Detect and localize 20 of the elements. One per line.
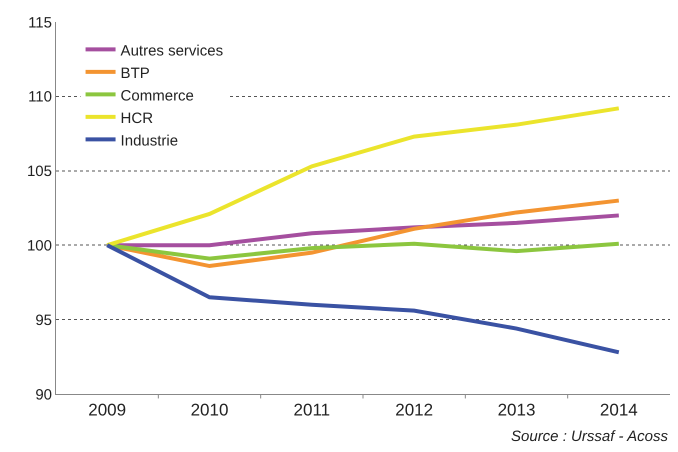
x-tick-label: 2009: [88, 400, 126, 420]
x-tick-label: 2013: [498, 400, 536, 420]
y-tick-label: 90: [35, 386, 52, 404]
x-tick-label: 2014: [600, 400, 638, 420]
x-tick-label: 2012: [395, 400, 434, 420]
legend-label: Commerce: [120, 87, 194, 104]
source-note: Source : Urssaf - Acoss: [511, 428, 668, 445]
y-tick-label: 115: [28, 14, 52, 32]
x-tick-label: 2011: [294, 400, 330, 420]
line-series: [105, 106, 621, 248]
legend-label: HCR: [120, 110, 154, 127]
legend-label: Industrie: [120, 132, 178, 150]
y-tick-label: 105: [26, 163, 52, 180]
legend-label: BTP: [120, 64, 150, 82]
y-tick-label: 95: [35, 312, 52, 329]
line-series: [105, 243, 621, 354]
legend-label: Autres services: [120, 42, 224, 60]
x-tick-label: 2010: [190, 400, 228, 420]
y-tick-label: 100: [26, 237, 52, 254]
y-tick-label: 110: [28, 88, 52, 106]
